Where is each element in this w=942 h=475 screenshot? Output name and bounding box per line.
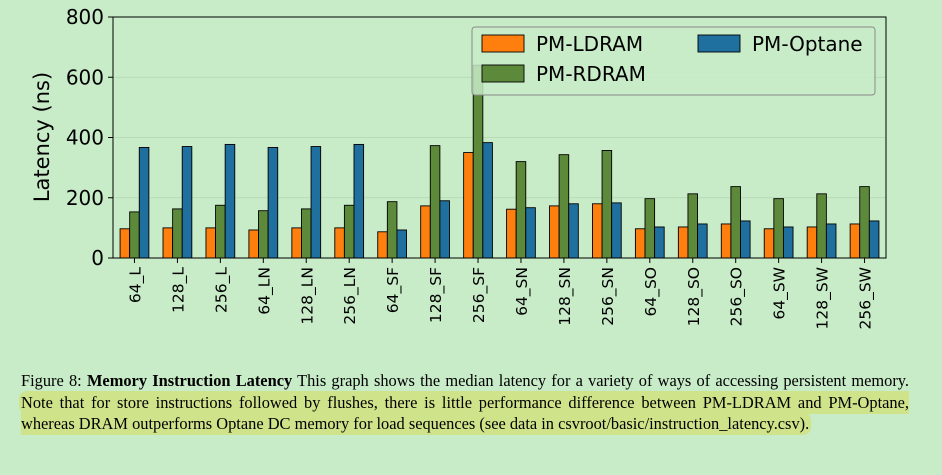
- bar-pm-rdram-64_so: [644, 198, 656, 259]
- bar-pm-ldram-256_sf: [463, 152, 474, 259]
- caption-highlight: Note that for store instructions followe…: [21, 392, 909, 433]
- bar-pm-rdram-64_l: [129, 211, 140, 259]
- bar-pm-ldram-256_sn: [592, 203, 603, 259]
- bar-pm-ldram-256_ln: [334, 227, 345, 259]
- y-tick-label: 800: [66, 5, 104, 29]
- bar-pm-optane-256_ln: [353, 143, 365, 259]
- legend-label-pm-ldram: PM-LDRAM: [536, 32, 643, 56]
- x-tick-label: 64_LN: [255, 267, 274, 315]
- legend: PM-LDRAM PM-RDRAM PM-Optane: [471, 26, 876, 96]
- bar-pm-ldram-128_l: [162, 227, 174, 259]
- bar-pm-ldram-256_sw: [849, 223, 861, 259]
- x-axis: 64_L 128_L 256_L 64_LN 128_LN 256_LN 64_SF 128_…: [126, 258, 876, 330]
- caption-text: This graph shows the median latency for …: [297, 371, 910, 390]
- x-tick-label: 256_SF: [470, 267, 489, 323]
- x-tick-label: 256_SW: [857, 267, 876, 330]
- x-tick-label: 64_SN: [513, 267, 532, 316]
- bar-pm-rdram-128_so: [687, 193, 699, 259]
- bar-pm-ldram-64_l: [119, 228, 131, 259]
- x-tick-label: 256_SO: [728, 267, 747, 326]
- legend-label-pm-rdram: PM-RDRAM: [536, 62, 646, 86]
- bar-pm-optane-128_ln: [310, 146, 322, 259]
- bar-pm-optane-128_sn: [568, 203, 579, 259]
- bar-pm-ldram-64_ln: [248, 229, 259, 259]
- bar-pm-rdram-64_sn: [515, 161, 527, 259]
- bar-pm-optane-64_so: [654, 226, 665, 259]
- bar-pm-ldram-128_so: [677, 226, 689, 259]
- y-axis: 0 200 400 600 800: [66, 5, 113, 270]
- legend-box: [471, 26, 876, 96]
- bar-pm-optane-64_sf: [396, 229, 407, 259]
- bar-pm-rdram-256_sn: [601, 150, 613, 259]
- bar-pm-optane-64_sw: [782, 226, 794, 259]
- bar-pm-ldram-64_sn: [506, 208, 517, 259]
- y-tick-label: 200: [66, 186, 104, 210]
- bar-pm-optane-128_sw: [825, 223, 837, 259]
- bar-pm-rdram-256_so: [730, 186, 741, 259]
- bar-pm-ldram-256_so: [720, 223, 732, 259]
- bar-pm-rdram-128_sw: [816, 193, 827, 259]
- caption-title: Memory Instruction Latency: [86, 371, 293, 390]
- y-tick-label: 400: [66, 126, 104, 150]
- bar-pm-optane-256_sn: [611, 202, 622, 259]
- bar-pm-rdram-64_sf: [386, 201, 398, 259]
- bar-pm-ldram-128_ln: [291, 227, 302, 259]
- x-tick-label: 256_L: [212, 267, 231, 313]
- bar-pm-ldram-64_sf: [377, 231, 388, 259]
- bar-pm-optane-64_ln: [267, 146, 279, 259]
- bar-pm-rdram-64_ln: [258, 210, 269, 259]
- x-tick-label: 64_SF: [384, 267, 403, 313]
- x-tick-label: 256_LN: [341, 267, 360, 325]
- x-tick-label: 128_SF: [427, 267, 446, 323]
- x-tick-label: 128_SO: [685, 267, 704, 326]
- legend-swatch-pm-ldram: [481, 34, 525, 53]
- figure-label: Figure 8:: [21, 371, 82, 390]
- x-tick-label: 128_SW: [814, 267, 833, 330]
- bar-pm-ldram-256_l: [205, 227, 217, 259]
- x-tick-label: 256_SN: [599, 267, 618, 326]
- legend-label-pm-optane: PM-Optane: [752, 32, 863, 56]
- bar-pm-optane-256_so: [740, 220, 751, 259]
- bar-pm-rdram-256_l: [215, 204, 226, 259]
- legend-swatch-pm-optane: [697, 34, 741, 53]
- bar-pm-rdram-256_sw: [859, 186, 870, 259]
- bar-pm-optane-256_sf: [482, 142, 493, 259]
- bar-pm-optane-128_so: [697, 223, 708, 259]
- y-axis-label: Latency (ns): [30, 72, 54, 202]
- bar-pm-ldram-128_sn: [549, 205, 560, 259]
- bar-pm-optane-128_sf: [439, 200, 450, 259]
- bar-pm-optane-128_l: [181, 146, 193, 259]
- bar-pm-ldram-64_sw: [763, 228, 775, 259]
- x-tick-label: 128_SN: [556, 267, 575, 326]
- bar-pm-optane-64_sn: [525, 207, 536, 259]
- bar-pm-ldram-128_sw: [806, 226, 818, 259]
- bar-chart: 0 200 400 600 800 64_L 128_L 256_L 64_LN 128_LN 2…: [30, 5, 887, 330]
- x-tick-label: 64_L: [126, 267, 145, 303]
- bar-pm-optane-64_l: [138, 146, 150, 259]
- x-tick-label: 64_SW: [771, 267, 790, 320]
- y-tick-label: 0: [91, 246, 104, 270]
- x-tick-label: 128_L: [169, 267, 188, 313]
- bar-pm-rdram-128_l: [172, 208, 183, 259]
- bar-pm-rdram-64_sw: [773, 198, 784, 259]
- x-tick-label: 64_SO: [642, 267, 661, 317]
- x-tick-label: 128_LN: [298, 267, 317, 325]
- bar-pm-optane-256_l: [224, 143, 236, 259]
- y-tick-label: 600: [66, 65, 104, 89]
- bar-pm-optane-256_sw: [868, 220, 880, 259]
- bar-pm-rdram-128_sn: [558, 154, 570, 259]
- bar-pm-ldram-128_sf: [420, 205, 431, 259]
- bar-pm-ldram-64_so: [634, 228, 646, 259]
- bar-pm-rdram-128_ln: [301, 208, 312, 259]
- legend-swatch-pm-rdram: [481, 64, 525, 83]
- bar-pm-rdram-256_ln: [343, 204, 355, 259]
- figure-caption: Figure 8: Memory Instruction Latency Thi…: [21, 370, 909, 435]
- bar-pm-rdram-128_sf: [429, 145, 441, 259]
